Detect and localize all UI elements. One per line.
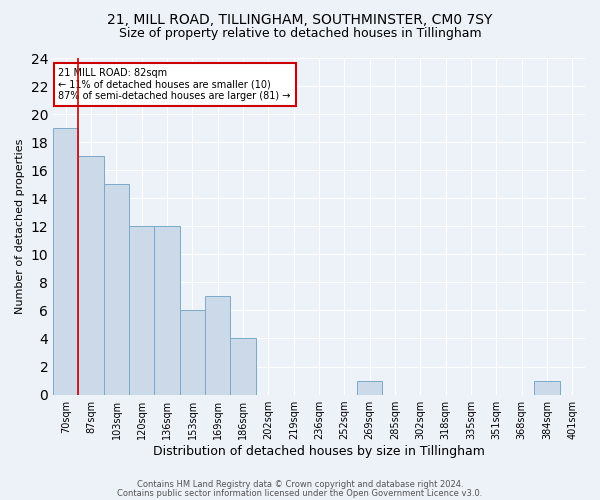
Text: 21 MILL ROAD: 82sqm
← 11% of detached houses are smaller (10)
87% of semi-detach: 21 MILL ROAD: 82sqm ← 11% of detached ho… <box>58 68 291 101</box>
Bar <box>230 338 256 394</box>
Bar <box>535 380 560 394</box>
Y-axis label: Number of detached properties: Number of detached properties <box>15 138 25 314</box>
Bar <box>129 226 154 394</box>
Text: 21, MILL ROAD, TILLINGHAM, SOUTHMINSTER, CM0 7SY: 21, MILL ROAD, TILLINGHAM, SOUTHMINSTER,… <box>107 12 493 26</box>
Text: Contains HM Land Registry data © Crown copyright and database right 2024.: Contains HM Land Registry data © Crown c… <box>137 480 463 489</box>
Text: Size of property relative to detached houses in Tillingham: Size of property relative to detached ho… <box>119 28 481 40</box>
Bar <box>53 128 79 394</box>
Bar <box>154 226 180 394</box>
Bar <box>357 380 382 394</box>
X-axis label: Distribution of detached houses by size in Tillingham: Distribution of detached houses by size … <box>153 444 485 458</box>
Bar <box>180 310 205 394</box>
Bar <box>79 156 104 394</box>
Text: Contains public sector information licensed under the Open Government Licence v3: Contains public sector information licen… <box>118 488 482 498</box>
Bar <box>205 296 230 394</box>
Bar <box>104 184 129 394</box>
